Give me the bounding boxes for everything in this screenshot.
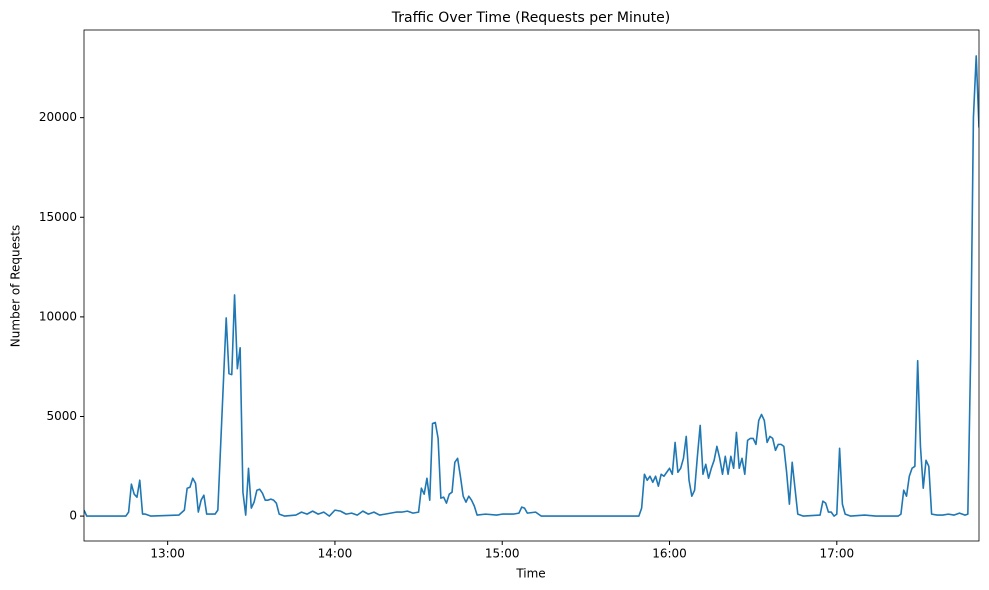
x-tick-label: 15:00 (485, 547, 520, 561)
y-tick-label: 10000 (39, 309, 77, 323)
y-tick-label: 20000 (39, 110, 77, 124)
y-tick-label: 0 (69, 509, 77, 523)
plot-frame (83, 29, 980, 542)
x-tick-label: 13:00 (150, 547, 185, 561)
chart-title: Traffic Over Time (Requests per Minute) (391, 10, 670, 26)
series-line (84, 55, 979, 517)
y-axis-label: Number of Requests (9, 225, 23, 347)
y-tick-label: 5000 (46, 409, 77, 423)
x-tick-label: 14:00 (318, 547, 353, 561)
x-axis-label: Time (515, 567, 545, 581)
x-tick-label: 16:00 (652, 547, 687, 561)
y-tick-label: 15000 (39, 210, 77, 224)
x-tick-label: 17:00 (820, 547, 855, 561)
